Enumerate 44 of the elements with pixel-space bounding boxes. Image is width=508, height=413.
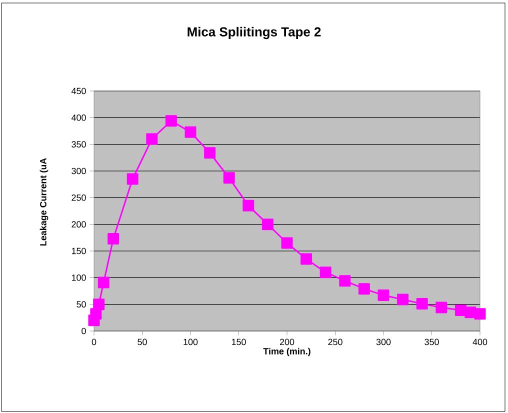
point: [436, 302, 448, 314]
y-tick-label: 400: [71, 114, 86, 121]
y-tick-label: 450: [71, 88, 86, 94]
x-tick-label: 50: [138, 338, 147, 346]
x-tick-label: 300: [376, 338, 391, 346]
y-tick-label: 0: [82, 328, 86, 334]
point: [464, 306, 476, 318]
point: [165, 115, 177, 127]
x-tick-label: 350: [424, 338, 439, 346]
point: [358, 283, 370, 295]
point: [300, 253, 312, 265]
point: [339, 275, 351, 287]
x-tick-label: 400: [472, 338, 488, 346]
point: [93, 298, 105, 310]
point: [98, 276, 110, 288]
point: [146, 133, 158, 145]
point: [378, 290, 390, 302]
x-tick-label: 200: [280, 338, 294, 346]
y-tick-label: 100: [72, 274, 86, 281]
point: [262, 218, 274, 230]
point: [223, 172, 235, 184]
y-tick-label: 150: [72, 248, 86, 254]
y-axis-title: Leakage Current (uA: [40, 158, 48, 246]
chart-title: Mica Spliitings Tape 2: [188, 26, 321, 40]
point: [281, 237, 293, 249]
y-tick-label: 50: [76, 301, 86, 308]
x-tick-label: 150: [232, 338, 246, 346]
point: [416, 298, 428, 310]
x-tick-label: 100: [184, 338, 198, 346]
y-tick-label: 200: [72, 221, 86, 228]
y-tick-label: 350: [72, 141, 86, 148]
point: [320, 266, 332, 278]
point: [108, 232, 120, 244]
x-axis-title: Time (min.): [263, 348, 310, 356]
y-tick-label: 250: [72, 194, 86, 201]
point: [242, 200, 254, 212]
point: [397, 294, 409, 306]
point: [204, 147, 216, 159]
x-tick-label: 250: [328, 338, 342, 346]
y-tick-label: 300: [72, 168, 86, 174]
point: [184, 126, 196, 138]
point: [126, 173, 138, 185]
x-tick-label: 0: [92, 338, 96, 346]
point: [474, 308, 486, 320]
